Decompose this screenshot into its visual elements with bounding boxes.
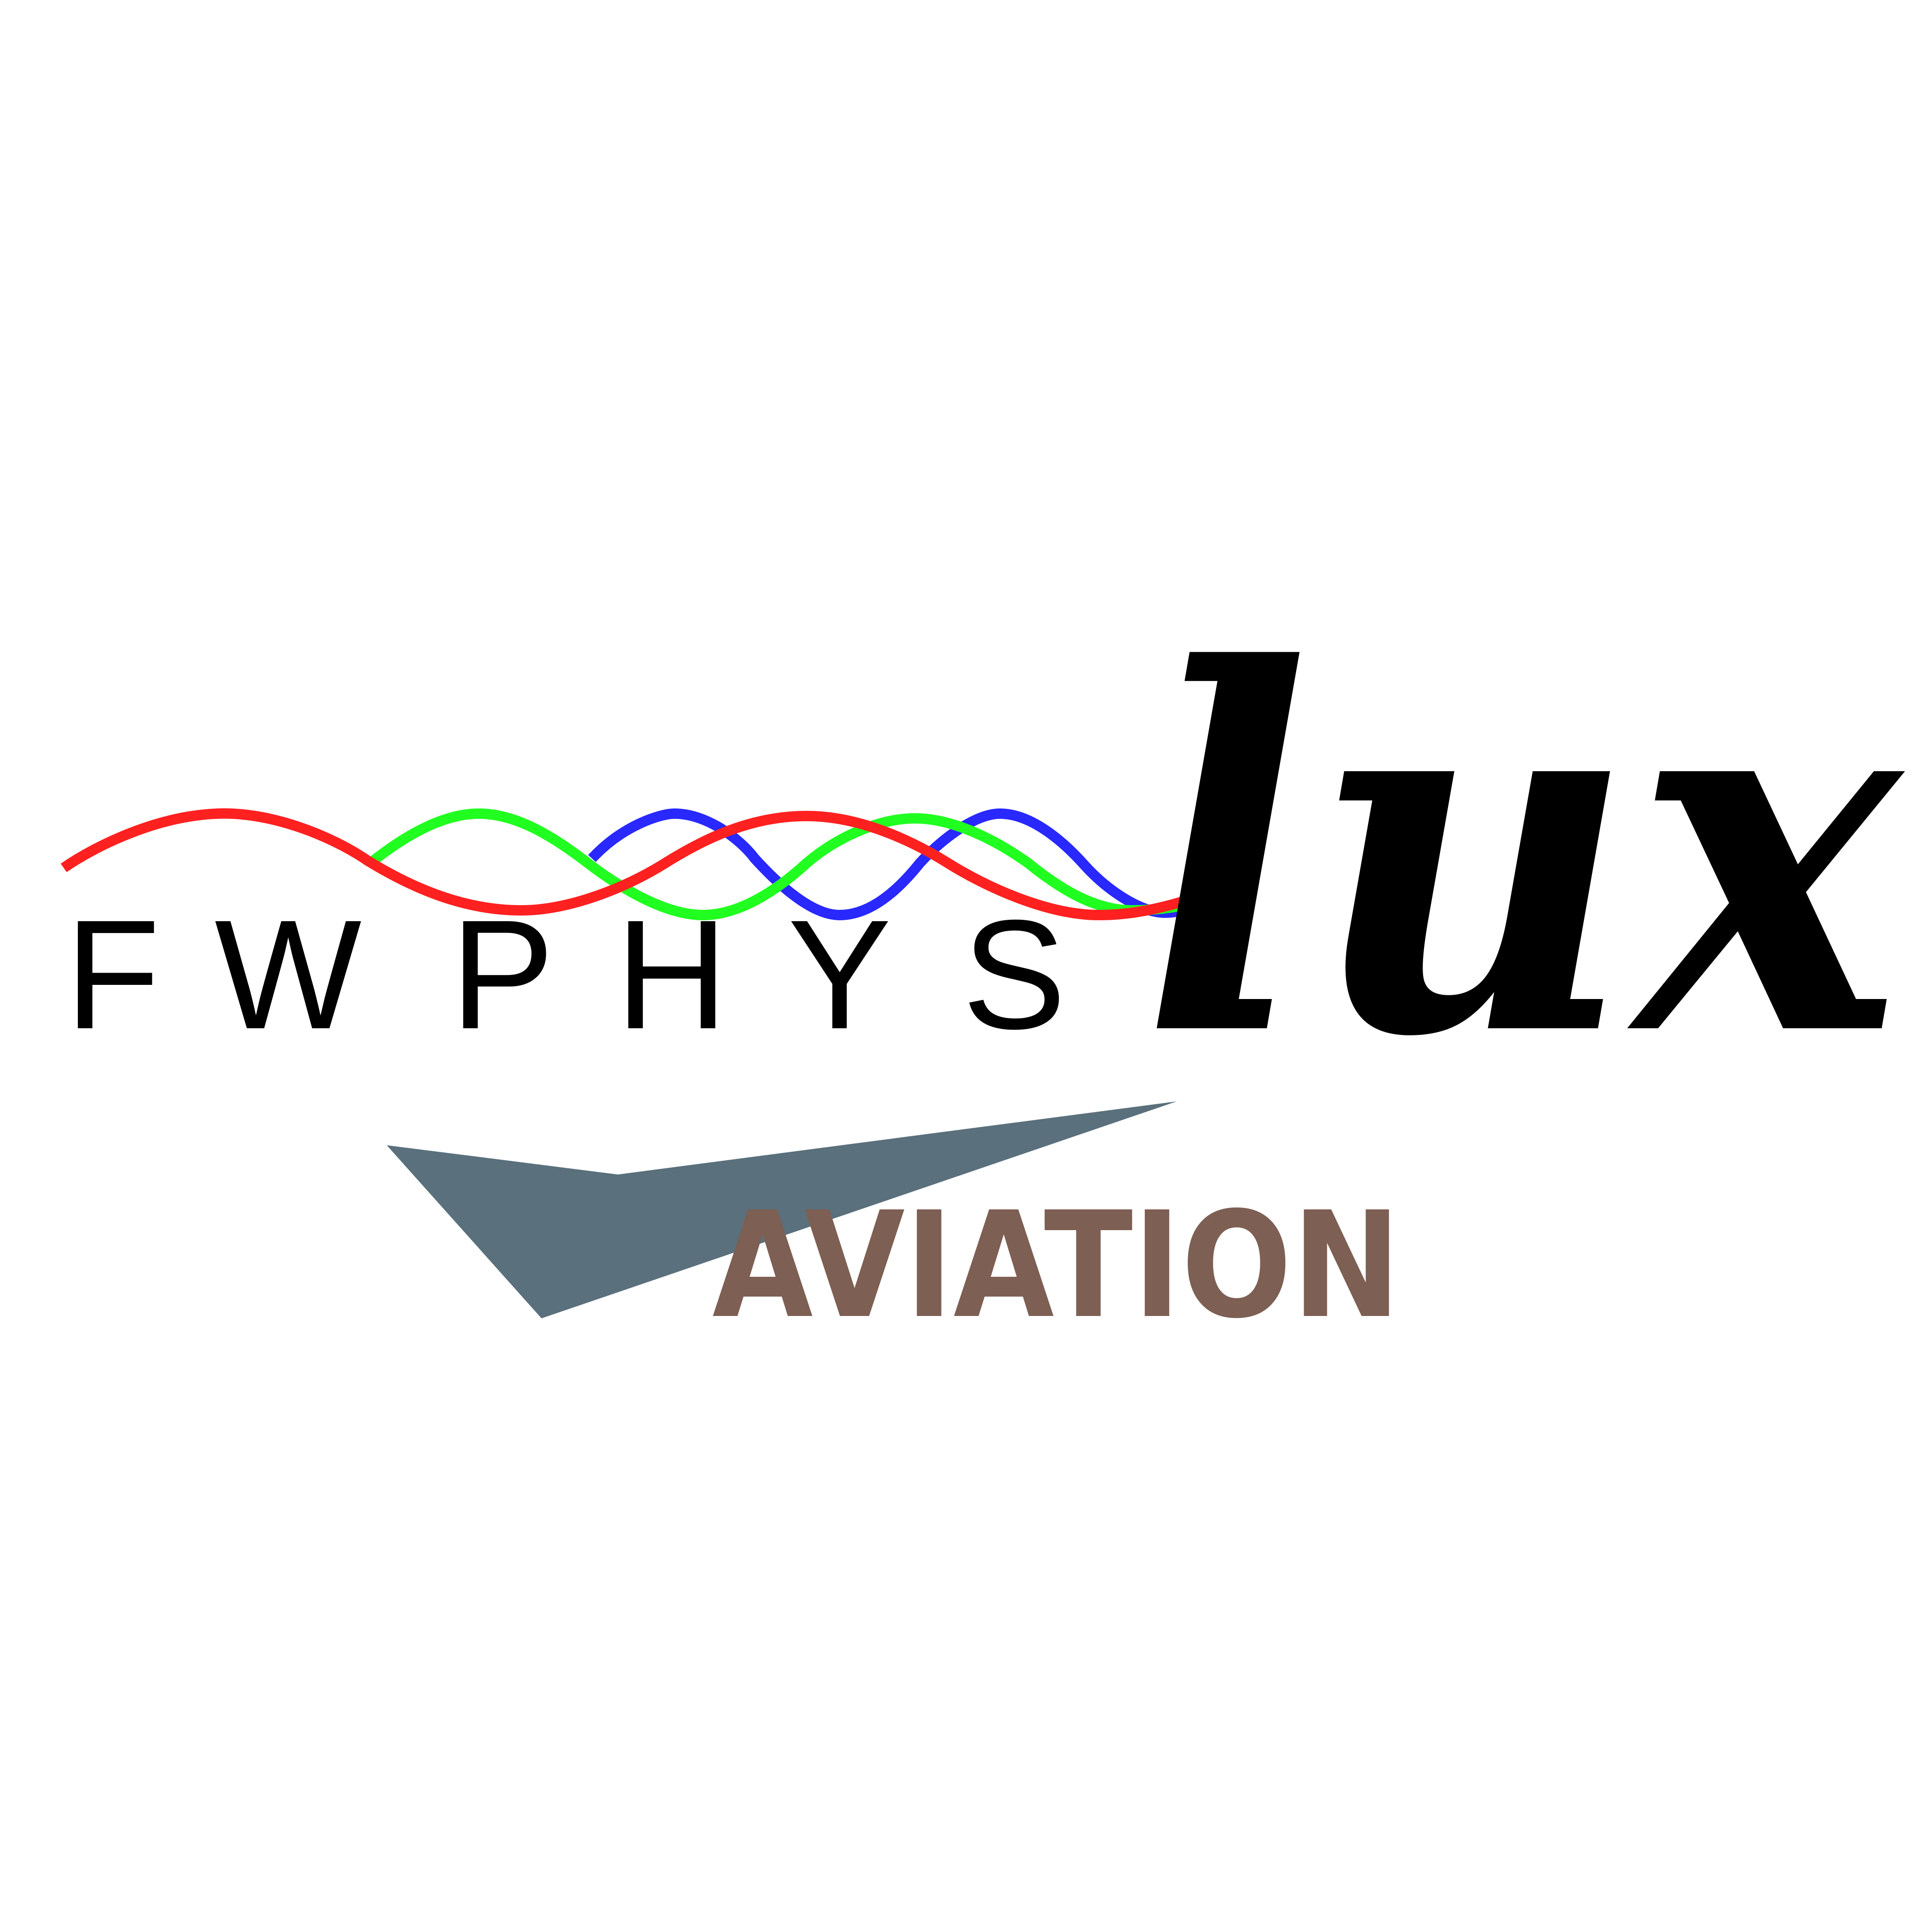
wordmark-letter-p: P — [450, 887, 554, 1061]
script-word-lux: lux — [1141, 563, 1907, 1145]
wordmark-letter-w: W — [215, 887, 363, 1061]
wordmark-letter-s: S — [962, 887, 1066, 1061]
tagline-aviation: AVIATION — [712, 1181, 1401, 1351]
wave-blue — [588, 808, 1212, 921]
wordmark-letter-f: F — [65, 887, 160, 1061]
wordmark: F W P H Y S — [65, 887, 1066, 1061]
sine-waves-icon — [60, 808, 1214, 921]
wave-red — [60, 808, 1214, 921]
wave-green — [367, 808, 1214, 921]
paper-plane-icon — [387, 1101, 1177, 1318]
paper-plane-body — [387, 1101, 1177, 1318]
